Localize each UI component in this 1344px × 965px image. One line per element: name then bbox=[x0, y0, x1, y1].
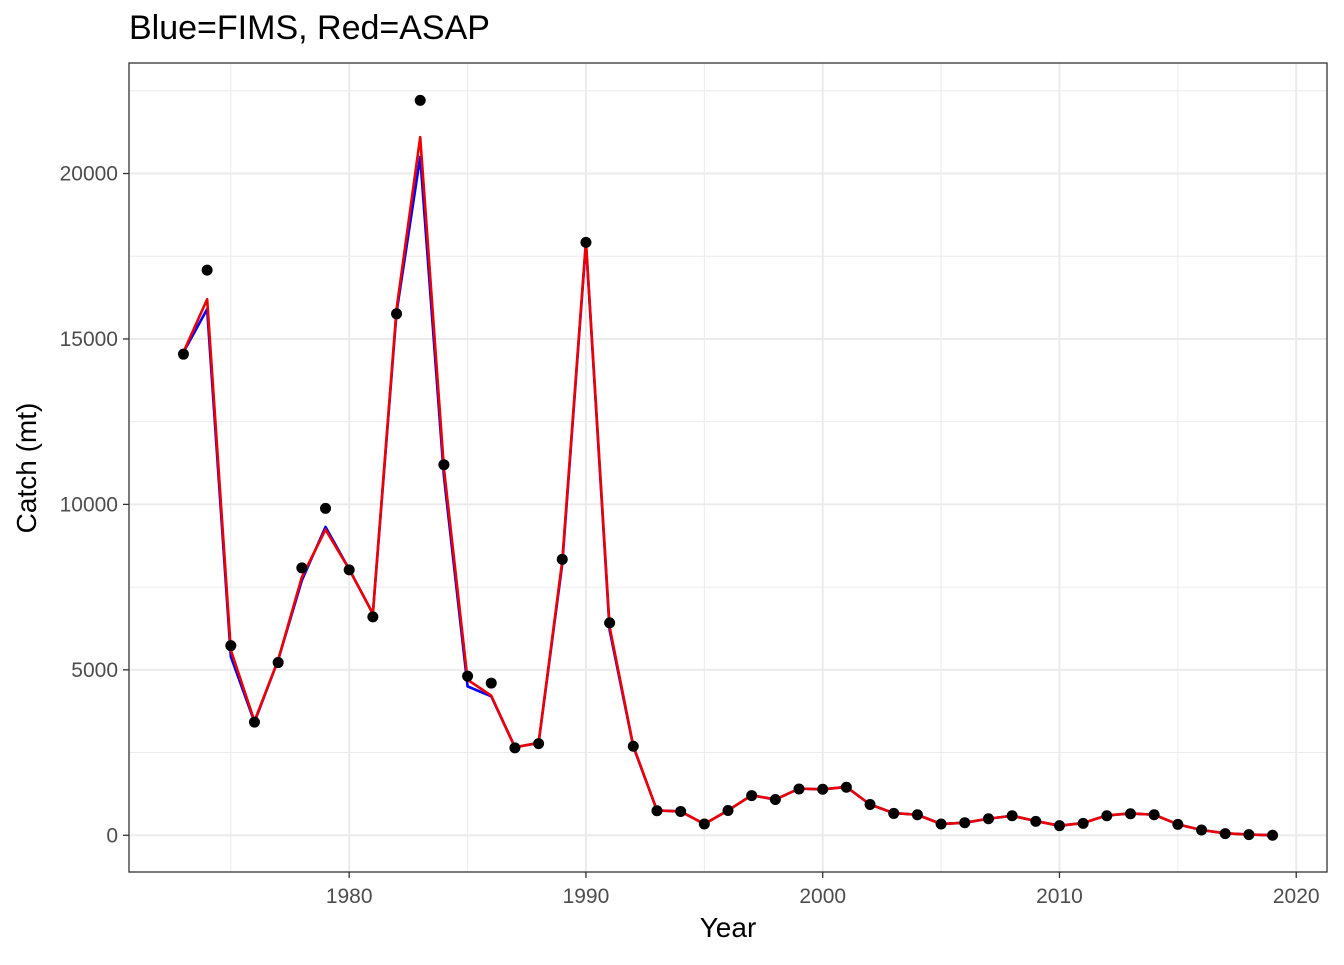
observed-catch-point bbox=[485, 677, 497, 689]
points-layer bbox=[177, 94, 1279, 841]
observed-catch-point bbox=[201, 264, 213, 276]
observed-catch-point bbox=[817, 783, 829, 795]
plot-panel bbox=[129, 63, 1327, 872]
y-axis: 0 5000 10000 15000 20000 bbox=[60, 163, 129, 847]
observed-catch-point bbox=[367, 611, 379, 623]
observed-catch-point bbox=[248, 716, 260, 728]
x-tick-label: 1980 bbox=[326, 885, 373, 908]
observed-catch-point bbox=[722, 804, 734, 816]
observed-catch-point bbox=[1006, 810, 1018, 822]
observed-catch-point bbox=[627, 740, 639, 752]
observed-catch-point bbox=[320, 502, 332, 514]
x-axis: 1980 1990 2000 2010 2020 bbox=[326, 872, 1320, 908]
observed-catch-point bbox=[1053, 820, 1065, 832]
observed-catch-point bbox=[864, 799, 876, 811]
observed-catch-point bbox=[580, 236, 592, 248]
observed-catch-point bbox=[1030, 815, 1042, 827]
x-axis-label: Year bbox=[700, 912, 757, 943]
observed-catch-point bbox=[982, 813, 994, 825]
observed-catch-point bbox=[888, 807, 900, 819]
y-axis-label: Catch (mt) bbox=[11, 403, 42, 534]
observed-catch-point bbox=[1148, 809, 1160, 821]
observed-catch-point bbox=[296, 562, 308, 574]
observed-catch-point bbox=[769, 794, 781, 806]
observed-catch-point bbox=[793, 783, 805, 795]
y-tick-label: 15000 bbox=[60, 328, 118, 351]
observed-catch-point bbox=[438, 459, 450, 471]
observed-catch-point bbox=[959, 817, 971, 829]
observed-catch-point bbox=[225, 640, 237, 652]
observed-catch-point bbox=[651, 805, 663, 817]
observed-catch-point bbox=[1267, 829, 1279, 841]
observed-catch-point bbox=[414, 94, 426, 106]
observed-catch-point bbox=[1077, 817, 1089, 829]
observed-catch-point bbox=[556, 553, 568, 565]
minor-gridlines bbox=[129, 63, 1327, 872]
observed-catch-point bbox=[840, 781, 852, 793]
observed-catch-point bbox=[272, 657, 284, 669]
observed-catch-point bbox=[1243, 829, 1255, 841]
observed-catch-point bbox=[746, 790, 758, 802]
observed-catch-point bbox=[1124, 808, 1136, 820]
x-tick-label: 2000 bbox=[799, 885, 846, 908]
observed-catch-point bbox=[391, 308, 403, 320]
observed-catch-point bbox=[1196, 824, 1208, 836]
plot-border bbox=[128, 62, 1328, 873]
x-tick-label: 2020 bbox=[1273, 885, 1320, 908]
y-tick-label: 5000 bbox=[71, 659, 118, 682]
observed-catch-point bbox=[343, 564, 355, 576]
observed-catch-point bbox=[533, 738, 545, 750]
observed-catch-point bbox=[935, 818, 947, 830]
chart-title: Blue=FIMS, Red=ASAP bbox=[129, 9, 490, 47]
major-gridlines bbox=[129, 63, 1327, 872]
observed-catch-point bbox=[1101, 810, 1113, 822]
observed-catch-point bbox=[911, 809, 923, 821]
observed-catch-point bbox=[462, 670, 474, 682]
observed-catch-point bbox=[675, 805, 687, 817]
y-tick-label: 0 bbox=[106, 824, 118, 847]
x-tick-label: 2010 bbox=[1036, 885, 1083, 908]
observed-catch-point bbox=[177, 348, 189, 360]
x-tick-label: 1990 bbox=[563, 885, 610, 908]
observed-catch-point bbox=[604, 617, 616, 629]
observed-catch-point bbox=[509, 742, 521, 754]
observed-catch-point bbox=[1219, 828, 1231, 840]
y-tick-label: 10000 bbox=[60, 493, 118, 516]
observed-catch-point bbox=[1172, 818, 1184, 830]
observed-catch-point bbox=[698, 818, 710, 830]
y-tick-label: 20000 bbox=[60, 163, 118, 186]
